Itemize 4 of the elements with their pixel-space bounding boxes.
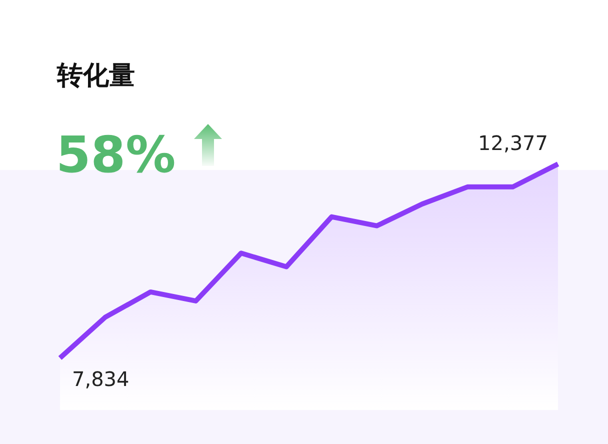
data-label: 12,377 bbox=[478, 131, 548, 155]
chart-title: 转化量 bbox=[56, 61, 135, 91]
annotation: 58% bbox=[56, 126, 176, 184]
data-label: 7,834 bbox=[72, 367, 130, 391]
